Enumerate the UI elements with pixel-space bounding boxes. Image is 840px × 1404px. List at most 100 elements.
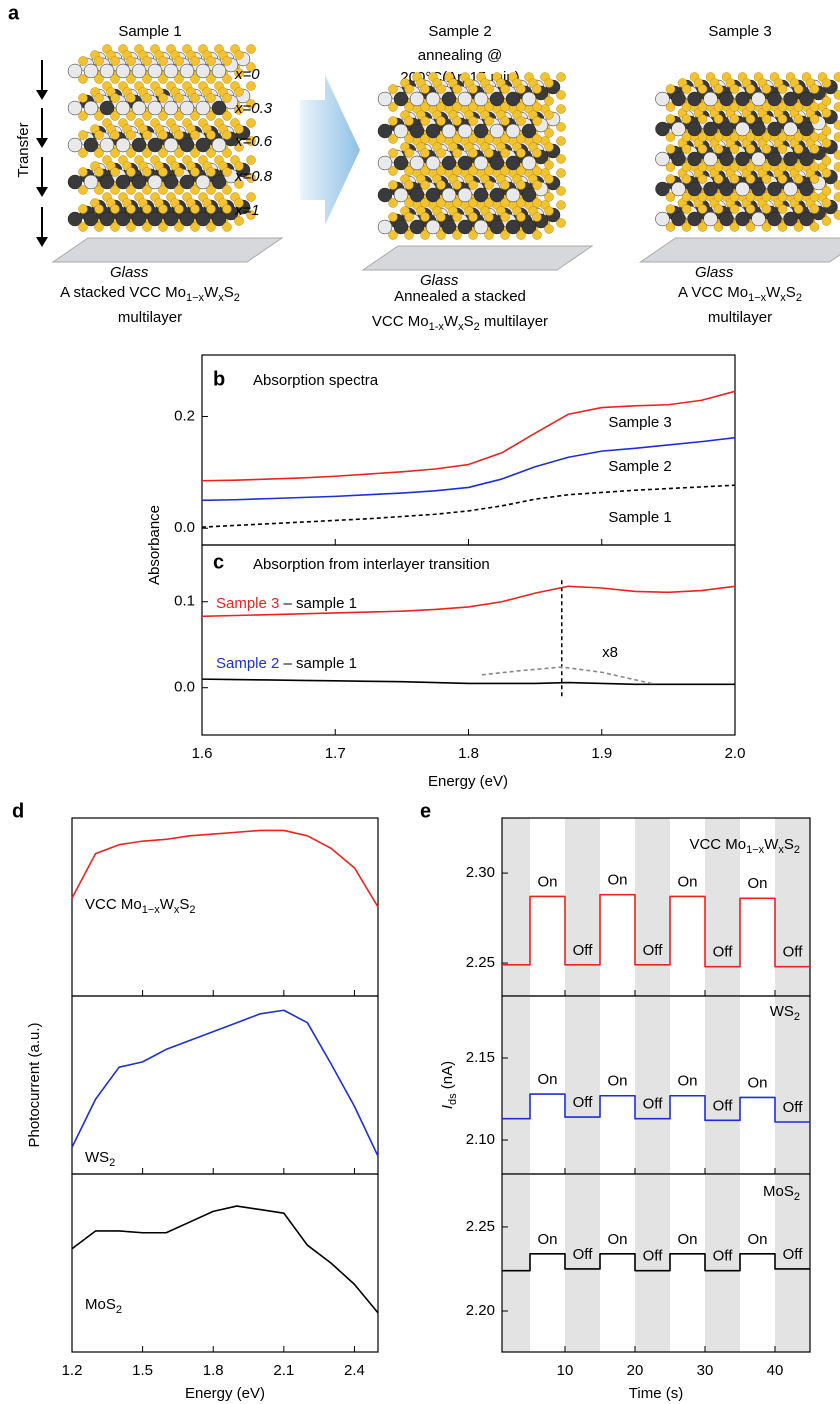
atom-metal	[671, 211, 686, 227]
atom-sulfur	[126, 93, 136, 103]
state-label: On	[607, 1073, 627, 1090]
shaded-band	[565, 1174, 600, 1352]
atom-sulfur	[234, 50, 244, 60]
atom-sulfur	[681, 114, 692, 124]
atom-sulfur	[745, 222, 756, 232]
series-label: VCC Mo1−xWxS2	[85, 896, 196, 916]
atom-sulfur	[556, 90, 566, 100]
state-label: On	[537, 1071, 557, 1088]
atom-sulfur	[246, 155, 256, 165]
atom-sulfur	[745, 174, 756, 184]
sample-title: Sample 1	[118, 23, 181, 40]
atom-sulfur	[532, 166, 542, 176]
atom-sulfur	[452, 166, 462, 176]
text-part: VCC Mo	[372, 313, 429, 330]
text-part: W	[204, 284, 219, 301]
atom-sulfur	[761, 204, 772, 214]
atom-sulfur	[436, 166, 446, 176]
text-part: x	[218, 292, 224, 304]
state-label: Off	[783, 1099, 804, 1116]
text-part: W	[444, 313, 459, 330]
atom-sulfur	[420, 198, 430, 208]
atom-metal	[377, 123, 393, 139]
atom-sulfur	[516, 166, 526, 176]
atom-sulfur	[190, 222, 200, 232]
atom-sulfur	[713, 144, 724, 154]
atom-sulfur	[190, 148, 200, 158]
text-part: ds	[447, 1093, 459, 1105]
y-axis-label: Absorbance	[146, 505, 163, 585]
atom-sulfur	[222, 56, 232, 66]
atom-sulfur	[697, 222, 708, 232]
panel-label: a	[8, 2, 20, 24]
x-tick-label: 10	[557, 1362, 574, 1379]
atom-sulfur	[158, 130, 168, 140]
x-tick-label: 2.0	[725, 745, 746, 762]
text-part: W	[160, 896, 175, 913]
atom-sulfur	[833, 210, 840, 220]
x-axis-label: Energy (eV)	[428, 773, 508, 790]
atom-sulfur	[681, 102, 692, 112]
atom-sulfur	[234, 105, 244, 115]
y-axis-label: Ids (nA)	[439, 1061, 459, 1109]
atom-sulfur	[681, 192, 692, 202]
atom-metal	[703, 91, 718, 107]
text-part: multilayer	[118, 309, 182, 326]
series-label: Sample 3	[608, 414, 671, 431]
atom-sulfur	[516, 212, 526, 222]
atom-sulfur	[761, 84, 772, 94]
atom-metal	[457, 219, 473, 235]
atom-sulfur	[222, 185, 232, 195]
atom-metal	[83, 63, 99, 79]
atom-sulfur	[222, 111, 232, 121]
atom-sulfur	[745, 144, 756, 154]
atom-sulfur	[556, 200, 566, 210]
atom-sulfur	[110, 222, 120, 232]
atom-metal	[115, 100, 131, 116]
atom-sulfur	[142, 56, 152, 66]
text-part: A VCC Mo	[678, 284, 748, 301]
atom-sulfur	[234, 179, 244, 189]
transfer-arrowhead	[36, 138, 48, 148]
atom-sulfur	[484, 84, 494, 94]
text-part: W	[766, 284, 781, 301]
atom-sulfur	[777, 114, 788, 124]
atom-metal	[115, 137, 131, 153]
atom-sulfur	[713, 222, 724, 232]
atom-sulfur	[436, 84, 446, 94]
atom-metal	[489, 155, 505, 171]
atom-sulfur	[420, 148, 430, 158]
text-part: – sample 1	[279, 595, 357, 612]
atom-sulfur	[556, 186, 566, 196]
atom-sulfur	[78, 204, 88, 214]
atom-sulfur	[246, 210, 256, 220]
atom-sulfur	[729, 162, 740, 172]
atom-metal	[441, 155, 457, 171]
atom-metal	[505, 91, 521, 107]
series-label: Sample 3 – sample 1	[216, 595, 357, 612]
atom-metal	[671, 91, 686, 107]
atom-sulfur	[174, 222, 184, 232]
atom-metal	[751, 211, 766, 227]
layer-label: x=0	[234, 66, 260, 83]
atom-metal	[131, 100, 147, 116]
atom-sulfur	[206, 130, 216, 140]
atom-sulfur	[78, 74, 88, 84]
atom-sulfur	[777, 174, 788, 184]
text-part: Sample 2	[216, 655, 279, 672]
atom-metal	[687, 121, 702, 137]
atom-sulfur	[78, 222, 88, 232]
atom-sulfur	[544, 206, 554, 216]
atom-sulfur	[222, 130, 232, 140]
series-label: Sample 1	[608, 509, 671, 526]
atom-sulfur	[206, 204, 216, 214]
atom-sulfur	[833, 90, 840, 100]
atom-sulfur	[745, 102, 756, 112]
x-tick-label: 1.5	[132, 1362, 153, 1379]
glass-label: Glass	[110, 264, 149, 281]
atom-sulfur	[420, 102, 430, 112]
panel-label: e	[420, 800, 431, 822]
atom-sulfur	[468, 102, 478, 112]
atom-metal	[393, 187, 409, 203]
text-part: (nA)	[439, 1061, 456, 1094]
